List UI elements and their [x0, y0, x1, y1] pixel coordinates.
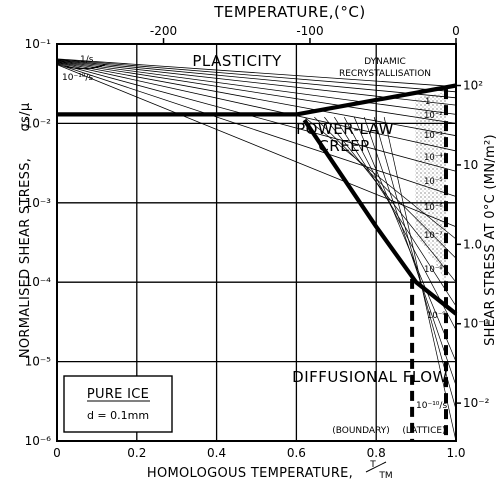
plot-frame	[56, 43, 457, 442]
top-axis-title: TEMPERATURE,(°C)	[213, 3, 366, 21]
rate-label-1e-5: 10⁻⁵	[424, 177, 443, 187]
top-tick-label: -200	[150, 24, 177, 38]
y-tick-label: 10⁻⁶	[25, 434, 52, 448]
mechanism-boundaries	[57, 83, 458, 441]
region-boundary: (BOUNDARY)	[332, 426, 390, 436]
strain-rate-contour	[304, 116, 457, 240]
strain-rate-contour	[56, 62, 457, 152]
y-axis-symbol: σs/μ	[18, 103, 33, 132]
top-tick-label: -100	[296, 24, 323, 38]
strain-rate-contour	[353, 116, 457, 362]
rate-label-1e-3: 10⁻³	[424, 131, 443, 141]
rate-label-1e-2: 10⁻²	[424, 111, 443, 121]
rate-label-1e-9: 10⁻⁹	[427, 311, 446, 321]
right-tick-label: 10	[463, 158, 478, 172]
rate-bracket	[64, 64, 106, 70]
legend-title: PURE ICE	[87, 387, 149, 402]
rate-label-1e-6: 10⁻⁶	[424, 203, 443, 213]
strain-rate-contour	[56, 61, 457, 137]
x-axis-fraction-bar	[365, 461, 387, 473]
region-diffusional-flow: DIFFUSIONAL FLOW	[292, 368, 448, 386]
rate-label-1e-8: 10⁻⁸	[424, 265, 443, 275]
legend-subtitle: d = 0.1mm	[87, 409, 149, 422]
strain-rate-contour	[363, 116, 457, 386]
right-axis-title: SHEAR STRESS AT 0°C (MN/m²)	[483, 134, 498, 346]
y-tick-label: 10⁻³	[25, 196, 52, 210]
rate-label-1e-7: 10⁻⁷	[424, 231, 443, 241]
x-axis-fraction-top: T	[369, 460, 376, 470]
right-tick-label: 10⁻²	[463, 396, 490, 410]
field-boundary	[57, 83, 457, 117]
rate-label-1e-10-per-s: 10⁻¹⁰/s	[416, 401, 447, 411]
x-tick-label: 1.0	[446, 446, 465, 460]
x-tick-label: 0.8	[367, 446, 386, 460]
y-tick-label: 10⁻¹	[25, 37, 52, 51]
rate-label-1e-4: 10⁻⁴	[424, 153, 443, 163]
strain-rate-contour	[56, 63, 457, 197]
y-tick-label: 10⁻²	[25, 116, 52, 130]
strain-rate-contour	[373, 117, 457, 410]
strain-rate-contour	[314, 116, 457, 259]
right-tick-label: 10⁻¹	[463, 317, 490, 331]
strain-rate-contour	[56, 64, 457, 228]
axis-ticks: 0 0.2 0.4 0.6 0.8 1.0-200 -100 010⁻⁶10⁻⁵10⁻⁴10⁻…	[25, 24, 490, 460]
strain-rate-contour	[334, 116, 457, 307]
region-creep: CREEP	[318, 137, 369, 155]
region-lattice: (LATTICE)	[402, 426, 445, 436]
strain-rate-contour	[56, 59, 457, 99]
x-axis-title: HOMOLOGOUS TEMPERATURE,	[147, 466, 353, 481]
field-boundary	[302, 118, 458, 316]
region-plasticity: PLASTICITY	[192, 52, 282, 70]
region-recrystallisation: RECRYSTALLISATION	[339, 69, 431, 79]
top-tick-label: 0	[452, 24, 460, 38]
x-tick-label: 0.2	[127, 446, 146, 460]
right-tick-label: 1.0	[463, 237, 482, 251]
x-axis-fraction-bottom: TM	[378, 471, 392, 481]
strain-rate-contour	[56, 61, 457, 124]
strain-rate-contour	[343, 116, 457, 331]
strain-rate-contour	[56, 58, 457, 93]
strain-rate-contours	[56, 58, 457, 442]
y-tick-label: 10⁻⁴	[25, 275, 52, 289]
right-tick-label: 10²	[463, 79, 483, 93]
strain-rate-contour	[56, 62, 457, 172]
x-tick-label: 0	[53, 446, 61, 460]
x-tick-label: 0.6	[287, 446, 306, 460]
y-tick-label: 10⁻⁵	[25, 355, 52, 369]
strain-rate-contour	[56, 58, 457, 88]
rate-label-1e-10-per-s-left: 10⁻¹⁰/s	[62, 73, 93, 83]
strain-rate-contour	[56, 60, 457, 115]
rate-label-1: 1	[425, 97, 430, 107]
region-power-law: POWER-LAW	[296, 120, 394, 138]
rate-label-1-per-s: 1/s	[80, 55, 94, 65]
strain-rate-contour	[324, 116, 457, 283]
x-tick-label: 0.4	[207, 446, 226, 460]
legend-box	[63, 375, 173, 433]
y-axis-title: NORMALISED SHEAR STRESS,	[18, 158, 33, 358]
region-dynamic: DYNAMIC	[364, 57, 406, 67]
